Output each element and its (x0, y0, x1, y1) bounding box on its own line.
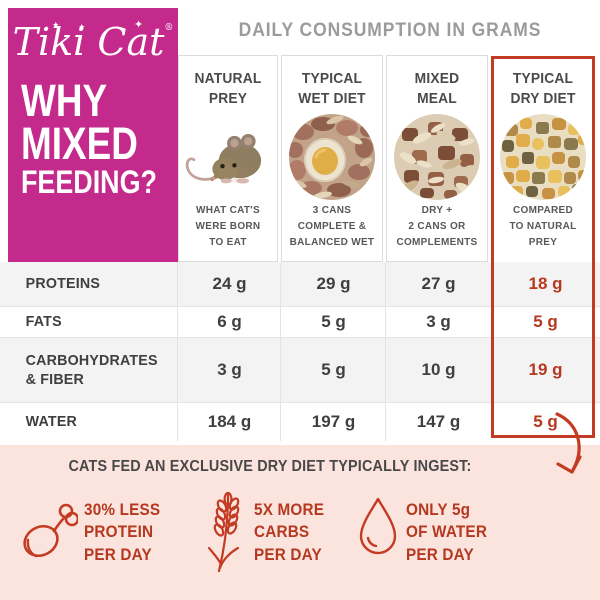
footer-panel: CATS FED AN EXCLUSIVE DRY DIET TYPICALLY… (0, 445, 600, 600)
fact-line: ONLY 5g (406, 500, 471, 519)
sparkle-icon (52, 22, 60, 32)
caption-line: COMPLETE & (297, 221, 367, 232)
row-label-line: & FIBER (25, 371, 84, 388)
column-caption: DRY + 2 CANS OR COMPLEMENTS (387, 203, 487, 251)
curved-arrow-icon (555, 412, 582, 474)
headline-line: MIXED (21, 117, 138, 169)
brand-logo: Tiki Cat® (8, 19, 178, 64)
value-cell: 197 g (311, 412, 356, 431)
fact-line: PER DAY (406, 544, 474, 564)
fact-line: 5X MORE (254, 500, 325, 519)
table-row-carbohydrates: CARBOHYDRATES & FIBER 3 g 5 g 10 g 19 g (0, 337, 600, 402)
column-natural-prey: NATURAL PREY WHAT CAT'S (178, 55, 278, 262)
value-cell: 24 g (212, 274, 247, 293)
mouse-photo (179, 111, 277, 203)
caption-line: WHAT CAT'S (196, 205, 260, 216)
table-title: DAILY CONSUMPTION IN GRAMS (238, 20, 542, 41)
table-row-fats: FATS 6 g 5 g 3 g 5 g (0, 306, 600, 337)
column-title: TYPICAL WET DIET (286, 69, 378, 108)
value-cell: 5 g (321, 312, 346, 331)
column-caption: 3 CANS COMPLETE & BALANCED WET (282, 203, 382, 251)
column-title-line: DRY DIET (510, 89, 576, 107)
dry-food-photo (492, 111, 594, 203)
highlight-box (491, 56, 595, 438)
value-cell: 184 g (207, 412, 252, 431)
row-label: CARBOHYDRATES & FIBER (0, 351, 169, 390)
row-label: FATS (25, 313, 62, 331)
fact-water: ONLY 5g OF WATER PER DAY (406, 499, 487, 566)
column-divider (177, 262, 178, 441)
column-title-line: WET DIET (298, 89, 366, 107)
column-caption: COMPARED TO NATURAL PREY (492, 203, 594, 251)
caption-line: DRY + (421, 205, 453, 216)
caption-line: TO EAT (209, 237, 247, 248)
value-cell: 6 g (217, 312, 242, 331)
column-title-line: TYPICAL (512, 70, 574, 87)
sparkle-icon (78, 24, 86, 34)
value-cell-highlighted: 19 g (528, 360, 563, 379)
water-drop-icon (359, 497, 397, 555)
value-cell: 29 g (316, 274, 351, 293)
column-wet-diet: TYPICAL WET DIET (281, 55, 383, 262)
row-label-line: CARBOHYDRATES (25, 351, 158, 369)
value-cell: 3 g (217, 360, 242, 379)
column-divider (280, 262, 281, 441)
column-title-line: NATURAL (194, 70, 262, 87)
wheat-icon (207, 491, 240, 573)
fact-line: PROTEIN (84, 522, 154, 542)
column-title-line: MIXED (414, 70, 460, 87)
caption-line: COMPARED (513, 205, 573, 216)
mixed-food-photo (387, 111, 487, 203)
fact-line: PER DAY (254, 544, 322, 564)
value-cell-highlighted: 18 g (528, 274, 563, 293)
brand-panel: Tiki Cat® WHY MIXED FEEDING? (8, 8, 178, 262)
table-row-water: WATER 184 g 197 g 147 g 5 g (0, 402, 600, 441)
sparkle-icon (134, 19, 143, 31)
consumption-table: PROTEINS 24 g 29 g 27 g 18 g FATS 6 g 5 … (0, 262, 600, 441)
wet-food-photo (282, 111, 382, 203)
value-cell: 27 g (421, 274, 456, 293)
column-title-line: PREY (208, 89, 248, 107)
column-title: TYPICAL DRY DIET (496, 69, 590, 108)
fact-line: CARBS (254, 522, 310, 542)
drumstick-icon (23, 503, 78, 558)
row-label: PROTEINS (25, 275, 101, 293)
value-cell: 5 g (321, 360, 346, 379)
column-caption: WHAT CAT'S WERE BORN TO EAT (179, 203, 277, 251)
value-cell-highlighted: 5 g (533, 412, 558, 431)
headline: WHY MIXED FEEDING? (8, 74, 178, 201)
fact-protein: 30% LESS PROTEIN PER DAY (84, 499, 160, 566)
value-cell: 10 g (421, 360, 456, 379)
footer-heading: CATS FED AN EXCLUSIVE DRY DIET TYPICALLY… (68, 458, 472, 475)
column-title-line: TYPICAL (301, 70, 363, 87)
row-label: WATER (25, 413, 78, 431)
caption-line: WERE BORN (195, 221, 261, 232)
caption-line: COMPLEMENTS (396, 237, 478, 248)
column-title-line: MEAL (417, 89, 457, 107)
fact-carbs: 5X MORE CARBS PER DAY (254, 499, 324, 566)
caption-line: 2 CANS OR (408, 221, 466, 232)
caption-line: TO NATURAL (509, 221, 577, 232)
column-divider (385, 262, 386, 441)
caption-line: BALANCED WET (289, 237, 375, 248)
fact-line: PER DAY (84, 544, 152, 564)
column-mixed-meal: MIXED MEAL (386, 55, 488, 262)
headline-line: WHY (21, 74, 108, 126)
caption-line: 3 CANS (312, 205, 352, 216)
table-row-proteins: PROTEINS 24 g 29 g 27 g 18 g (0, 262, 600, 306)
caption-line: PREY (528, 237, 558, 248)
fact-line: 30% LESS (84, 500, 161, 519)
value-cell-highlighted: 5 g (533, 312, 558, 331)
column-title: MIXED MEAL (391, 69, 483, 108)
value-cell: 147 g (416, 412, 461, 431)
column-dry-diet: TYPICAL DRY DIET (491, 55, 595, 262)
registered-mark: ® (164, 23, 174, 33)
headline-line: FEEDING? (21, 164, 157, 201)
fact-line: OF WATER (406, 522, 488, 542)
value-cell: 3 g (426, 312, 451, 331)
column-title: NATURAL PREY (183, 69, 273, 108)
